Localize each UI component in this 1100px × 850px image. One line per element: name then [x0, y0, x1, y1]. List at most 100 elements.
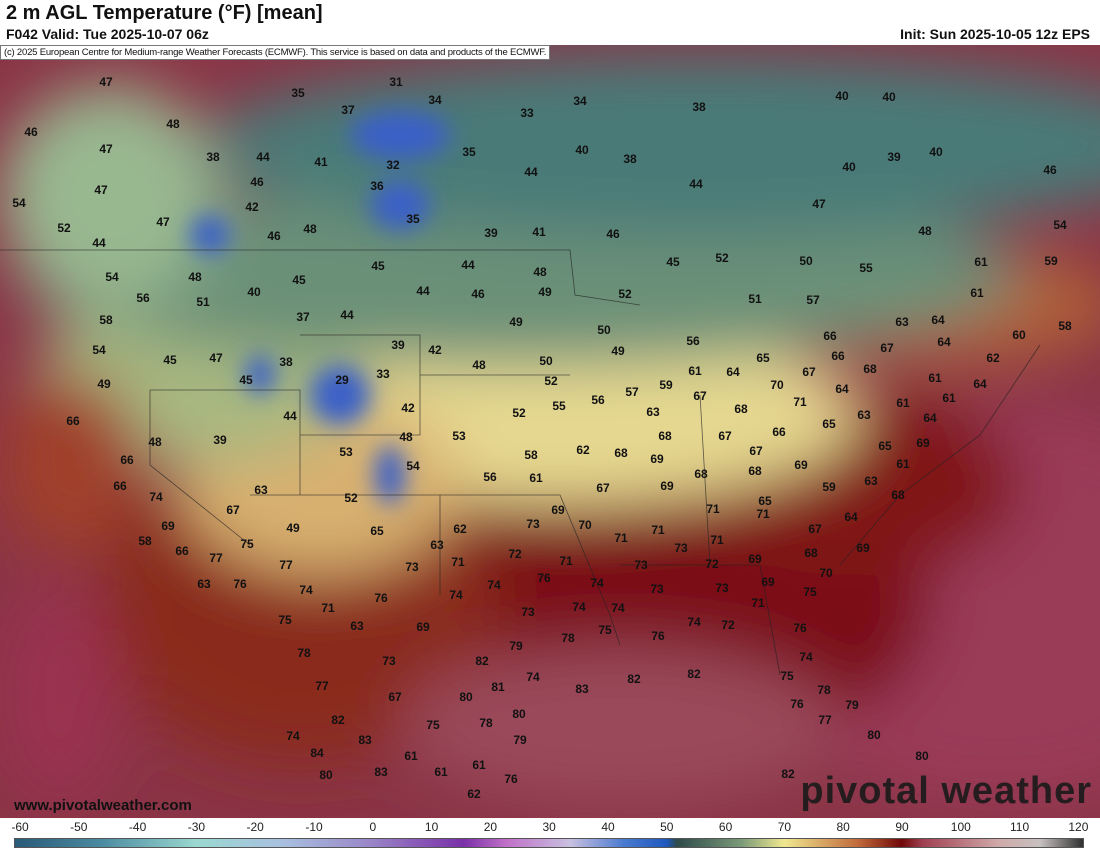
- temperature-label: 61: [928, 371, 942, 385]
- temperature-label: 73: [674, 541, 688, 555]
- temperature-label: 59: [1044, 254, 1058, 268]
- temperature-label: 52: [344, 491, 358, 505]
- temperature-label: 75: [240, 537, 254, 551]
- temperature-label: 47: [94, 183, 108, 197]
- temperature-label: 83: [374, 765, 388, 779]
- colorbar-tick-label: 30: [542, 820, 556, 834]
- valid-time: F042 Valid: Tue 2025-10-07 06z: [6, 26, 209, 42]
- temperature-label: 45: [292, 273, 306, 287]
- temperature-label: 68: [614, 446, 628, 460]
- temperature-label: 67: [226, 503, 240, 517]
- temperature-label: 64: [923, 411, 937, 425]
- temperature-label: 71: [451, 555, 465, 569]
- temperature-label: 40: [842, 160, 856, 174]
- temperature-label: 35: [406, 212, 420, 226]
- temperature-label: 74: [449, 588, 463, 602]
- temperature-label: 66: [120, 453, 134, 467]
- temperature-label: 64: [973, 377, 987, 391]
- temperature-label: 81: [491, 680, 505, 694]
- temperature-label: 63: [864, 474, 878, 488]
- temperature-label: 73: [521, 605, 535, 619]
- temperature-label: 32: [386, 158, 400, 172]
- temperature-label: 58: [1058, 319, 1072, 333]
- temperature-label: 37: [341, 103, 355, 117]
- temperature-label: 69: [416, 620, 430, 634]
- temperature-label: 72: [721, 618, 735, 632]
- temperature-label: 83: [358, 733, 372, 747]
- temperature-label: 50: [597, 323, 611, 337]
- temperature-label: 74: [687, 615, 701, 629]
- temperature-label: 67: [388, 690, 402, 704]
- temperature-label: 61: [896, 396, 910, 410]
- temperature-label: 62: [467, 787, 481, 801]
- temperature-label: 63: [197, 577, 211, 591]
- temperature-label: 53: [452, 429, 466, 443]
- temperature-label: 45: [666, 255, 680, 269]
- temperature-map[interactable]: 47 46 48 47 38 44 41 47 46 54 47 42 52 44 46 48 35 31 34 37…: [0, 45, 1100, 818]
- colorbar-tick-label: 80: [836, 820, 850, 834]
- temperature-label: 70: [578, 518, 592, 532]
- temperature-label: 61: [472, 758, 486, 772]
- temperature-label: 47: [99, 75, 113, 89]
- colorbar-tick-label: 40: [601, 820, 615, 834]
- temperature-label: 52: [618, 287, 632, 301]
- temperature-label: 36: [370, 179, 384, 193]
- copyright-notice: (c) 2025 European Centre for Medium-rang…: [0, 45, 551, 60]
- temperature-label: 47: [156, 215, 170, 229]
- temperature-label: 58: [524, 448, 538, 462]
- temperature-label: 50: [799, 254, 813, 268]
- temperature-label: 83: [575, 682, 589, 696]
- temperature-label: 56: [483, 470, 497, 484]
- temperature-label: 69: [856, 541, 870, 555]
- temperature-label: 39: [391, 338, 405, 352]
- temperature-label: 52: [512, 406, 526, 420]
- colorbar-tick-label: -50: [70, 820, 88, 834]
- temperature-label: 59: [822, 480, 836, 494]
- temperature-label: 54: [1053, 218, 1067, 232]
- temperature-label: 69: [794, 458, 808, 472]
- temperature-label: 35: [462, 145, 476, 159]
- temperature-label: 64: [835, 382, 849, 396]
- temperature-label: 69: [660, 479, 674, 493]
- temperature-label: 71: [321, 601, 335, 615]
- temperature-label: 49: [509, 315, 523, 329]
- temperature-label: 67: [749, 444, 763, 458]
- temperature-label: 66: [113, 479, 127, 493]
- colorbar-tick-label: 70: [777, 820, 792, 834]
- temperature-label: 44: [92, 236, 106, 250]
- temperature-label: 76: [374, 591, 388, 605]
- temperature-label: 44: [256, 150, 270, 164]
- temperature-label: 37: [296, 310, 310, 324]
- temperature-label: 77: [209, 551, 223, 565]
- temperature-label: 68: [734, 402, 748, 416]
- temperature-label: 41: [532, 225, 546, 239]
- temperature-label: 65: [756, 351, 770, 365]
- temperature-label: 51: [748, 292, 762, 306]
- temperature-label: 53: [339, 445, 353, 459]
- temperature-label: 39: [887, 150, 901, 164]
- temperature-label: 74: [526, 670, 540, 684]
- temperature-label: 63: [646, 405, 660, 419]
- temperature-label: 52: [715, 251, 729, 265]
- temperature-label: 45: [371, 259, 385, 273]
- temperature-label: 58: [99, 313, 113, 327]
- colorbar-tick-label: 20: [483, 820, 498, 834]
- temperature-label: 50: [539, 354, 553, 368]
- temperature-label: 61: [970, 286, 984, 300]
- temperature-label: 80: [459, 690, 473, 704]
- temperature-label: 29: [335, 373, 349, 387]
- website-link[interactable]: www.pivotalweather.com: [14, 797, 192, 814]
- temperature-label: 57: [806, 293, 820, 307]
- temperature-label: 38: [623, 152, 637, 166]
- colorbar-tick-label: 100: [950, 820, 971, 834]
- temperature-label: 61: [896, 457, 910, 471]
- temperature-label: 62: [986, 351, 1000, 365]
- temperature-label: 70: [819, 566, 833, 580]
- temperature-label: 76: [793, 621, 807, 635]
- temperature-label: 40: [882, 90, 896, 104]
- temperature-label: 82: [687, 667, 701, 681]
- temperature-label: 68: [694, 467, 708, 481]
- temperature-label: 46: [471, 287, 485, 301]
- temperature-label: 77: [315, 679, 329, 693]
- temperature-label: 57: [625, 385, 639, 399]
